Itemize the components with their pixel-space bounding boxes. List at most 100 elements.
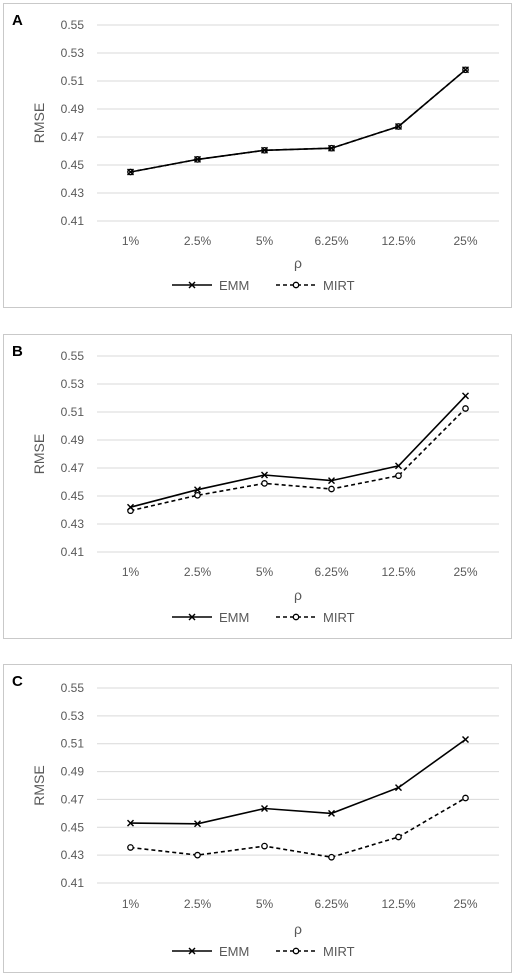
y-axis-title: RMSE <box>31 765 47 805</box>
legend-item-mirt: MIRT <box>276 610 355 625</box>
x-tick-label: 5% <box>256 565 274 579</box>
panel-label: A <box>12 12 23 29</box>
series-line-emm <box>130 395 467 508</box>
y-tick-label: 0.45 <box>61 158 85 172</box>
x-tick-label: 2.5% <box>184 565 212 579</box>
y-tick-label: 0.47 <box>61 792 85 806</box>
legend-label: MIRT <box>323 944 355 959</box>
x-tick-label: 6.25% <box>314 234 348 248</box>
data-point-x-marker <box>194 820 201 828</box>
y-tick-label: 0.43 <box>61 848 85 862</box>
data-point-circle-marker <box>292 947 300 955</box>
legend-item-emm: EMM <box>172 944 249 959</box>
data-point-x-marker <box>188 947 196 955</box>
legend-item-emm: EMM <box>172 278 249 293</box>
data-point-circle-marker <box>261 480 268 487</box>
data-point-x-marker <box>194 486 201 494</box>
y-tick-label: 0.43 <box>61 186 85 200</box>
data-point-circle-marker <box>395 833 402 841</box>
y-tick-label: 0.51 <box>61 74 85 88</box>
x-tick-label: 5% <box>256 897 274 911</box>
line-chart-c: 0.41 0.43 0.45 0.47 0.49 0.51 0.53 0.55 1% 2.5% 5%… <box>31 681 499 959</box>
x-axis-title: ρ <box>294 587 302 603</box>
y-tick-label: 0.53 <box>61 709 85 723</box>
series-line-emm <box>130 738 466 825</box>
y-tick-label: 0.53 <box>61 46 85 60</box>
series-line-emm <box>130 69 467 173</box>
y-tick-label: 0.45 <box>61 489 85 503</box>
x-tick-label: 12.5% <box>381 565 415 579</box>
y-tick-label: 0.55 <box>61 681 85 695</box>
data-point-circle-marker <box>292 281 300 289</box>
data-point-circle-marker <box>462 794 469 802</box>
y-tick-label: 0.45 <box>61 820 85 834</box>
x-tick-label: 2.5% <box>184 234 212 248</box>
line-chart-a: 0.41 0.43 0.45 0.47 0.49 0.51 0.53 0.55 1% 2.5% 5%… <box>31 18 499 293</box>
x-tick-label: 1% <box>122 234 140 248</box>
x-tick-label: 1% <box>122 565 140 579</box>
x-tick-label: 12.5% <box>381 897 415 911</box>
data-point-x-marker <box>395 784 402 792</box>
y-tick-label: 0.43 <box>61 517 85 531</box>
data-point-x-marker <box>328 477 335 485</box>
data-point-circle-marker <box>462 405 469 412</box>
chart-panel-a: A 0.41 0.43 0.45 0.47 0.49 0.51 0.53 0.55 1% 2.5%… <box>3 3 512 308</box>
data-point-x-marker <box>462 392 469 400</box>
x-tick-label: 25% <box>453 897 477 911</box>
x-tick-label: 6.25% <box>314 897 348 911</box>
y-tick-label: 0.55 <box>61 18 85 32</box>
y-tick-label: 0.41 <box>61 214 85 228</box>
x-tick-label: 5% <box>256 234 274 248</box>
series-line-mirt <box>130 69 467 173</box>
legend-label: EMM <box>219 610 249 625</box>
x-tick-label: 2.5% <box>184 897 212 911</box>
series-line-mirt <box>130 797 466 859</box>
legend-item-mirt: MIRT <box>276 944 355 959</box>
data-point-x-marker <box>188 613 196 621</box>
y-tick-label: 0.47 <box>61 130 85 144</box>
y-tick-label: 0.41 <box>61 545 85 559</box>
data-point-x-marker <box>395 123 402 130</box>
legend-label: EMM <box>219 278 249 293</box>
y-tick-label: 0.47 <box>61 461 85 475</box>
y-tick-label: 0.49 <box>61 102 85 116</box>
data-point-circle-marker <box>395 472 402 480</box>
legend-label: MIRT <box>323 278 355 293</box>
data-point-circle-marker <box>292 613 300 621</box>
y-axis-title: RMSE <box>31 103 47 143</box>
y-tick-label: 0.51 <box>61 405 85 419</box>
y-axis-title: RMSE <box>31 434 47 474</box>
x-tick-label: 6.25% <box>314 565 348 579</box>
x-tick-label: 25% <box>453 565 477 579</box>
data-point-circle-marker <box>328 853 335 861</box>
y-tick-label: 0.49 <box>61 433 85 447</box>
y-tick-label: 0.41 <box>61 876 85 890</box>
data-point-x-marker <box>328 144 335 152</box>
data-point-x-marker <box>395 462 402 470</box>
line-chart-b: 0.41 0.43 0.45 0.47 0.49 0.51 0.53 0.55 1% 2.5% 5%… <box>31 349 499 625</box>
legend-label: MIRT <box>323 610 355 625</box>
y-tick-label: 0.51 <box>61 737 85 751</box>
data-point-circle-marker <box>194 491 201 499</box>
data-point-circle-marker <box>328 485 335 493</box>
data-point-x-marker <box>261 804 268 812</box>
x-tick-label: 25% <box>453 234 477 248</box>
data-point-x-marker <box>188 281 196 289</box>
data-point-circle-marker <box>261 842 268 850</box>
data-point-x-marker <box>328 809 335 817</box>
data-point-x-marker <box>261 146 268 154</box>
data-point-x-marker <box>194 155 201 163</box>
data-point-x-marker <box>462 736 469 744</box>
x-axis-title: ρ <box>294 255 302 271</box>
legend-item-emm: EMM <box>172 610 249 625</box>
x-tick-label: 1% <box>122 897 140 911</box>
data-point-x-marker <box>462 66 469 74</box>
data-point-x-marker <box>261 471 268 479</box>
panel-label: C <box>12 673 23 690</box>
panel-label: B <box>12 343 23 360</box>
data-point-x-marker <box>127 503 134 511</box>
series-line-mirt <box>130 407 467 512</box>
data-point-x-marker <box>127 819 134 827</box>
y-tick-label: 0.55 <box>61 349 85 363</box>
data-point-circle-marker <box>194 851 201 859</box>
